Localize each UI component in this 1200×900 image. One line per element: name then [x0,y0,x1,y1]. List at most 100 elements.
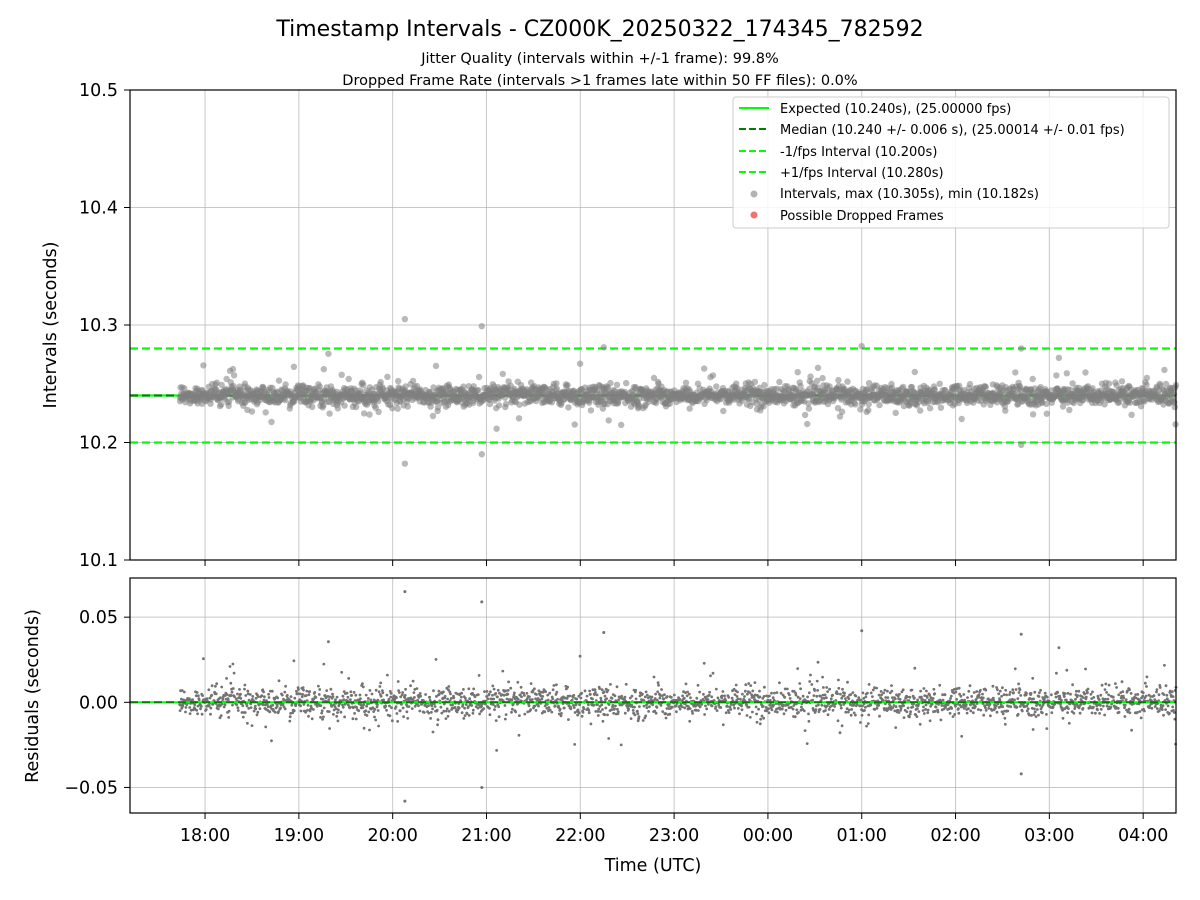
residual-point [222,705,226,709]
residual-point [775,707,778,711]
interval-point [605,417,612,424]
residual-point [398,709,402,713]
x-tick-label: 02:00 [930,826,980,846]
residual-point [996,688,999,692]
residual-point [1114,705,1118,709]
residual-point [464,703,468,706]
residual-point [636,709,639,713]
residual-point [661,710,665,713]
interval-point [229,365,237,373]
residual-point [231,703,234,707]
residual-point [788,697,792,700]
interval-point [218,401,225,408]
residual-point [365,714,369,717]
residual-point [214,684,217,688]
residual-point [1028,697,1032,700]
residual-point [1079,702,1083,706]
residual-point [1055,671,1058,675]
residual-point [336,719,340,723]
residual-point [525,691,529,695]
residual-point [808,680,812,683]
residual-point [915,707,919,711]
residual-point [430,710,433,714]
interval-point [334,405,342,412]
residual-point [526,710,530,714]
residual-point [846,680,849,684]
interval-point [213,379,220,386]
residual-point [433,705,437,708]
interval-point [409,377,417,385]
interval-point [852,401,859,408]
residual-point [878,714,881,718]
residual-point [824,709,827,712]
residual-point [406,716,410,720]
interval-point [1105,380,1113,387]
residual-point [748,691,752,694]
bottom-panel-y-axis-label: Residuals (seconds) [23,609,43,783]
residual-point [302,703,306,706]
residual-point [1121,690,1125,693]
residual-point [624,682,628,686]
residual-point [182,690,186,694]
residual-point [299,709,303,713]
residual-point [187,697,191,700]
residual-point [270,689,274,693]
residual-point [486,697,490,701]
residual-point [741,692,744,696]
residual-point [796,695,800,699]
residual-point [351,717,355,721]
residual-point [1032,713,1036,716]
residual-point [449,697,453,700]
residual-point [225,677,229,680]
residual-point [705,707,709,711]
residual-point [979,688,982,692]
residual-point [854,713,857,717]
residual-point [763,685,766,689]
residual-point [411,679,415,683]
residual-point [753,681,757,684]
residual-point [243,683,247,687]
residual-point [396,680,400,683]
residual-point [650,695,654,699]
interval-point-extreme [858,342,865,350]
residual-point [289,712,292,715]
bottom-panel-x-ticks: 18:00 19:00 20:00 21:00 22:00 23:00 00:00 01:00… [180,813,1168,846]
residual-point [276,696,280,700]
interval-point-extreme [401,460,409,467]
residual-point [816,660,820,664]
residual-point [1045,695,1049,699]
interval-point [713,383,720,390]
residual-point [954,690,958,694]
residual-point [840,724,844,728]
residual-point [233,695,236,699]
residual-point [688,719,692,723]
residual-point [740,704,743,708]
residual-point [534,709,538,712]
residual-point [974,705,977,708]
residual-point [727,695,731,699]
residual-point [908,712,912,716]
residual-point [1018,705,1022,708]
residual-point [836,692,839,696]
residual-point [295,689,298,693]
residual-point [516,680,520,684]
residual-point [494,692,498,695]
residual-point [497,705,501,709]
interval-point [1137,403,1145,410]
interval-point [1115,399,1123,406]
residual-point [555,690,559,694]
interval-point [502,400,510,408]
residual-point [511,707,514,711]
residual-point [616,710,620,714]
residual-point [410,707,414,710]
residual-point [182,698,186,702]
residual-point [1128,688,1131,692]
residual-point [341,694,345,698]
residual-point [435,695,438,698]
residual-point [664,716,668,720]
residual-point [468,697,471,701]
interval-point [936,380,943,387]
residual-point [610,708,613,712]
residual-point [485,695,488,698]
residual-point [512,693,516,697]
